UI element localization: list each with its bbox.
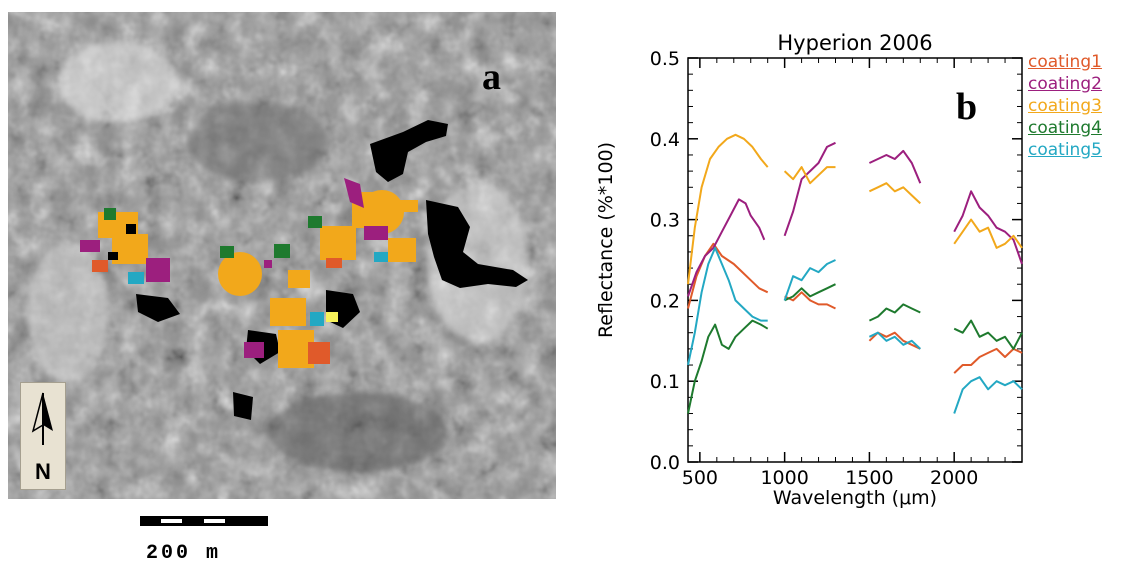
- y-tick-label: 0.4: [650, 129, 680, 151]
- series-line-coating1: [784, 291, 836, 310]
- chart-title: Hyperion 2006: [777, 31, 932, 55]
- series-line-coating5: [687, 246, 768, 366]
- legend-item-coating2: coating2: [1028, 74, 1102, 94]
- plot-frame: [687, 57, 1023, 463]
- scale-bar-segment: [204, 519, 225, 523]
- spectra-chart: 0.0 0.1 0.2 0.3 0.4 0.5 500 1000 1500 2000 Hyperio…: [590, 12, 1128, 552]
- cluster-left: [80, 208, 170, 284]
- y-axis-label: Reflectance (%*100): [595, 142, 617, 338]
- chart-svg: 0.0 0.1 0.2 0.3 0.4 0.5 500 1000 1500 2000 Hyperio…: [595, 31, 1023, 509]
- panel-label-b: b: [956, 86, 978, 128]
- y-tick-label: 0.1: [650, 371, 680, 393]
- x-tick-label: 500: [682, 467, 718, 489]
- series-line-coating3: [687, 133, 769, 285]
- north-arrow: N: [20, 382, 66, 490]
- y-tick-label: 0.3: [650, 210, 680, 232]
- satellite-image: [8, 12, 556, 499]
- x-tick-label: 1500: [845, 467, 893, 489]
- series-line-coating3: [868, 182, 921, 205]
- cluster-right: [308, 178, 418, 268]
- coating-patches: [80, 178, 418, 368]
- y-tick-label: 0.2: [650, 290, 680, 312]
- series-line-coating4: [868, 303, 921, 322]
- series-line-coating1: [953, 347, 1023, 374]
- scale-label: 200 m: [146, 542, 222, 565]
- legend-item-coating4: coating4: [1028, 118, 1102, 138]
- y-tick-label: 0.0: [650, 452, 680, 474]
- series-coating1: [687, 242, 1023, 374]
- legend-item-coating1: coating1: [1028, 52, 1102, 72]
- series-line-coating4: [687, 319, 769, 414]
- series-line-coating5: [783, 259, 836, 301]
- scale-bar-segment: [161, 519, 182, 523]
- legend-item-coating3: coating3: [1028, 96, 1102, 116]
- series-line-coating3: [783, 166, 836, 185]
- y-tick-label: 0.5: [650, 48, 680, 70]
- series-line-coating5: [868, 331, 921, 350]
- satellite-image-panel: a: [8, 12, 556, 499]
- chart-series: [687, 133, 1023, 414]
- series-line-coating4: [953, 319, 1023, 350]
- series-coating5: [687, 246, 1023, 414]
- legend-item-coating5: coating5: [1028, 140, 1102, 160]
- x-axis-label: Wavelength (μm): [773, 487, 937, 509]
- north-label: N: [35, 459, 51, 484]
- scale-bar: [140, 516, 268, 526]
- series-line-coating2: [687, 198, 766, 297]
- cluster-center: [218, 244, 338, 368]
- series-coating4: [687, 283, 1023, 414]
- chart-axes: [687, 57, 1023, 463]
- terrain-shading: [28, 42, 528, 472]
- series-line-coating2: [783, 141, 836, 237]
- series-line-coating2: [868, 149, 922, 184]
- series-coating3: [687, 133, 1023, 285]
- series-line-coating5: [953, 376, 1023, 414]
- x-tick-label: 1000: [760, 467, 808, 489]
- dark-patches: [136, 120, 528, 420]
- series-line-coating3: [953, 218, 1023, 249]
- panel-label-a: a: [482, 56, 501, 98]
- x-tick-label: 2000: [930, 467, 978, 489]
- north-arrow-icon: N: [31, 392, 53, 484]
- chart-text: 0.0 0.1 0.2 0.3 0.4 0.5 500 1000 1500 2000 Hyperio…: [595, 31, 978, 509]
- series-line-coating4: [784, 283, 836, 302]
